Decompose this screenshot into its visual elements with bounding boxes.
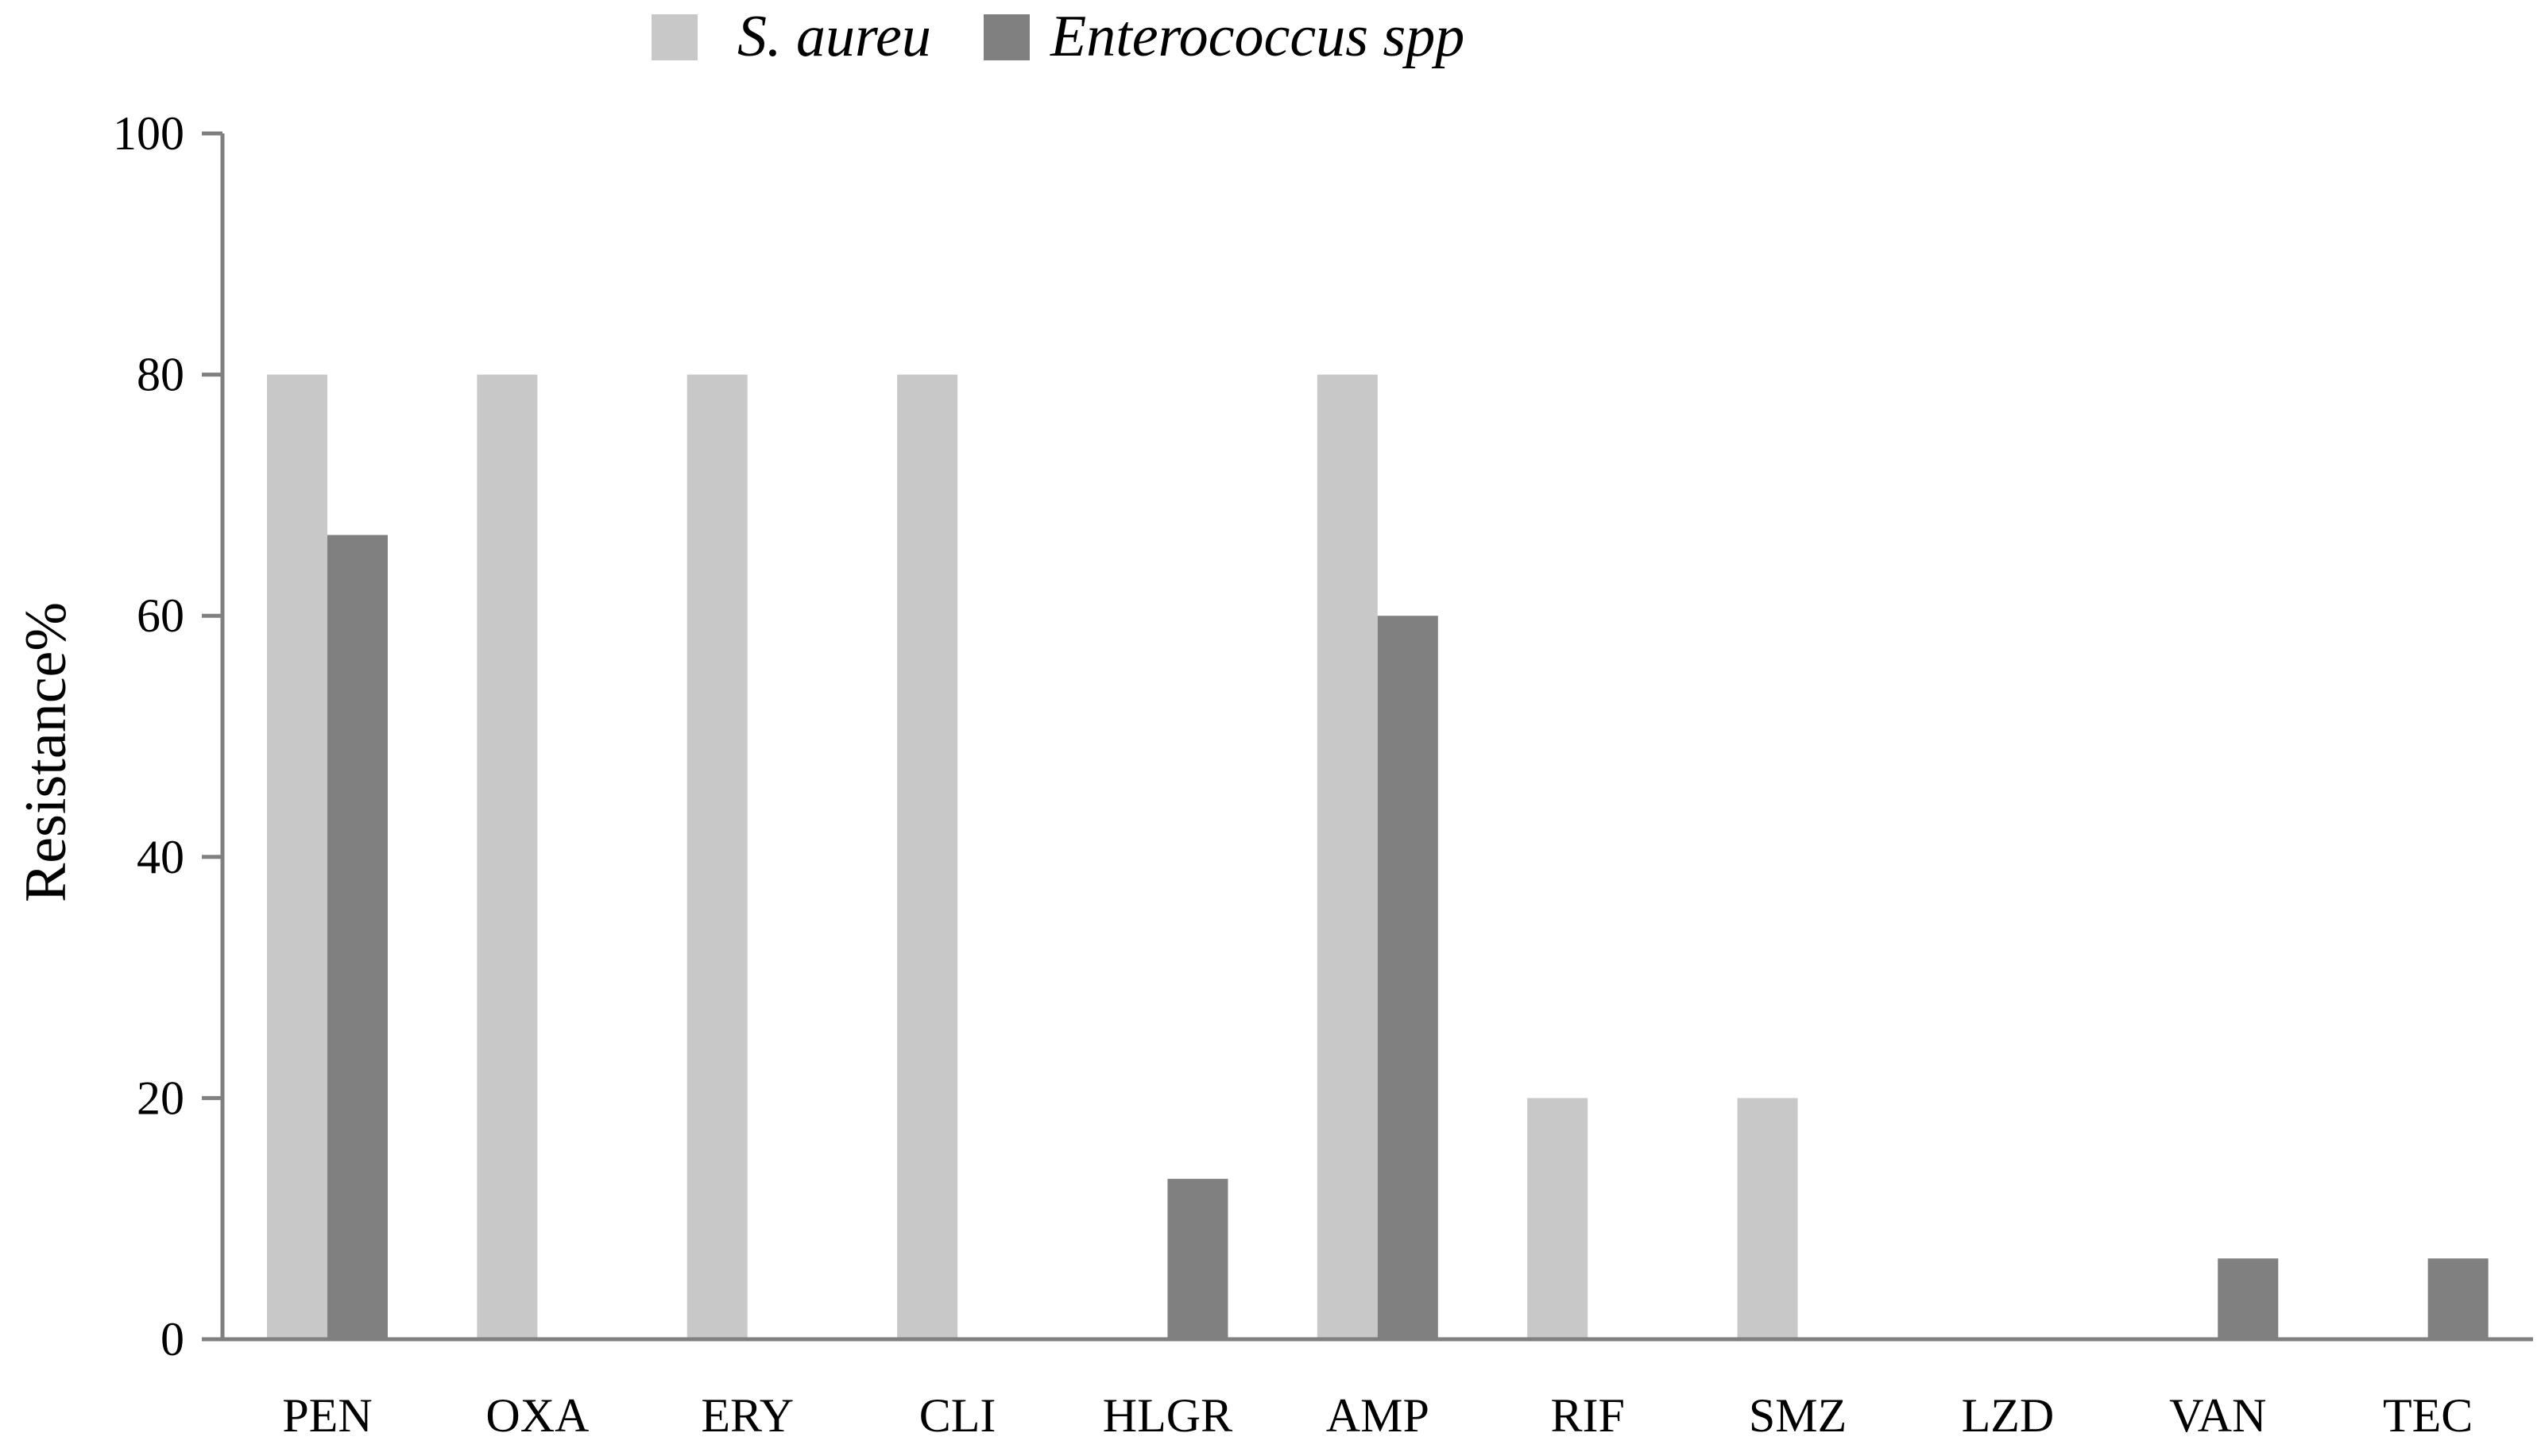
x-tick-label: VAN xyxy=(2169,1389,2266,1442)
bars xyxy=(267,374,2489,1340)
x-tick-label: CLI xyxy=(919,1389,996,1442)
legend-swatch xyxy=(984,14,1030,60)
y-axis-ticks: 0 20 40 60 80 100 xyxy=(113,107,222,1365)
y-tick-label: 60 xyxy=(137,589,184,642)
x-tick-label: LZD xyxy=(1962,1389,2055,1442)
legend-label: S. aureu xyxy=(737,4,931,69)
bar-s-aureus-cli xyxy=(897,374,958,1340)
bar-s-aureus-amp xyxy=(1317,374,1378,1340)
x-tick-label: AMP xyxy=(1326,1389,1429,1442)
bar-enterococcus-amp xyxy=(1377,616,1438,1339)
y-tick-label: 0 xyxy=(161,1313,184,1365)
y-tick-label: 40 xyxy=(137,831,184,883)
bar-s-aureus-ery xyxy=(686,374,748,1340)
legend: S. aureu Enterococcus spp xyxy=(652,4,1464,69)
legend-label: Enterococcus spp xyxy=(1050,4,1464,69)
bar-s-aureus-pen xyxy=(267,374,327,1340)
x-tick-label: TEC xyxy=(2383,1389,2473,1442)
x-tick-label: HLGR xyxy=(1103,1389,1232,1442)
y-tick-label: 100 xyxy=(113,107,184,160)
bar-s-aureus-rif xyxy=(1527,1098,1588,1339)
y-tick-label: 20 xyxy=(137,1072,184,1124)
x-tick-label: PEN xyxy=(282,1389,372,1442)
bar-s-aureus-oxa xyxy=(477,374,538,1340)
x-tick-label: OXA xyxy=(485,1389,589,1442)
y-axis-title: Resistance% xyxy=(14,602,79,902)
x-tick-label: ERY xyxy=(701,1389,794,1442)
bar-enterococcus-hlgr xyxy=(1167,1179,1228,1339)
bar-enterococcus-tec xyxy=(2427,1258,2489,1339)
bar-s-aureus-smz xyxy=(1737,1098,1798,1339)
x-tick-label: SMZ xyxy=(1749,1389,1847,1442)
x-tick-label: RIF xyxy=(1550,1389,1624,1442)
bar-enterococcus-pen xyxy=(327,535,388,1339)
legend-swatch xyxy=(652,14,698,60)
bar-enterococcus-van xyxy=(2218,1258,2279,1339)
y-tick-label: 80 xyxy=(137,349,184,401)
x-axis-labels: PEN OXA ERY CLI HLGR AMP RIF SMZ LZD VAN TEC xyxy=(282,1389,2473,1442)
